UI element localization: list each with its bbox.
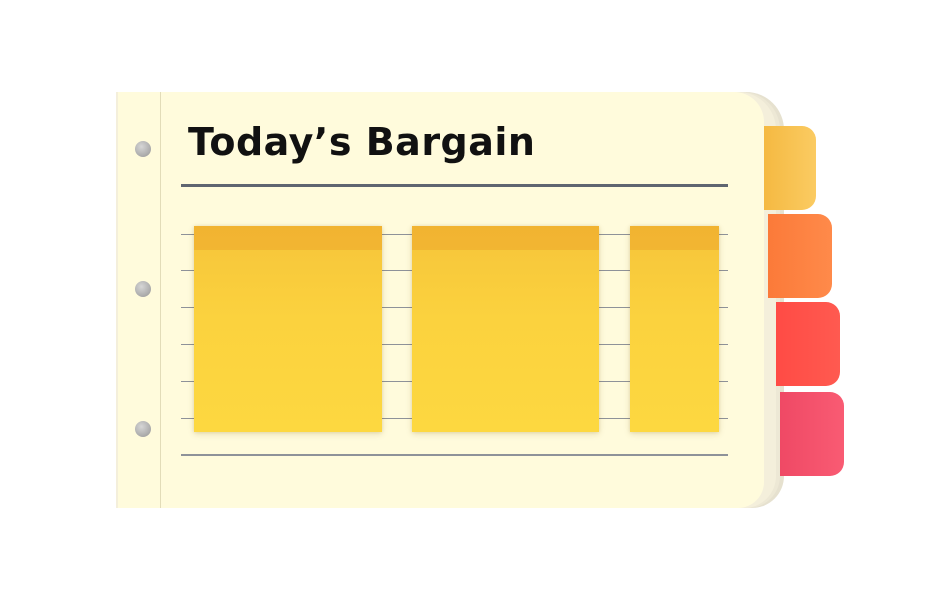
margin-line: [160, 92, 161, 508]
bottom-rule: [181, 454, 728, 456]
binder-hole: [135, 281, 151, 297]
sticky-note-1[interactable]: [194, 226, 382, 432]
title-underline: [181, 184, 728, 187]
sticky-note-3[interactable]: [630, 226, 719, 432]
sticky-note-2[interactable]: [412, 226, 599, 432]
binder-hole: [135, 421, 151, 437]
tab-orange[interactable]: [768, 214, 832, 298]
binder-hole: [135, 141, 151, 157]
notebook-page: Today’s Bargain: [118, 92, 764, 508]
tab-pink[interactable]: [780, 392, 844, 476]
page-title: Today’s Bargain: [188, 120, 536, 164]
tab-red[interactable]: [776, 302, 840, 386]
